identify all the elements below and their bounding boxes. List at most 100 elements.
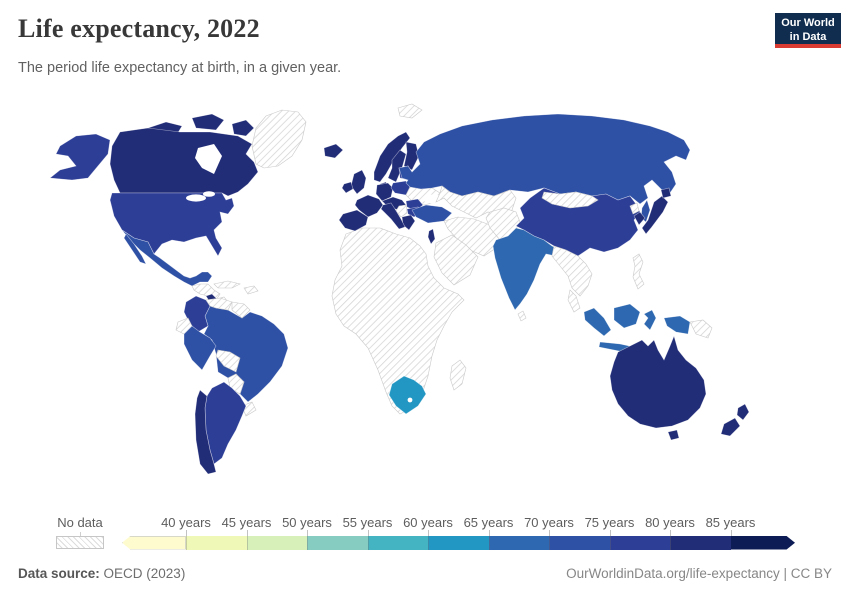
region-southeast-asia[interactable]	[551, 245, 593, 297]
region-sumatra[interactable]	[583, 307, 612, 337]
region-guyanas[interactable]	[231, 301, 251, 319]
owid-logo[interactable]: Our World in Data	[775, 13, 841, 48]
legend-bucket-55-60[interactable]	[367, 536, 428, 550]
region-france[interactable]	[354, 194, 384, 218]
legend-tick-mark	[428, 530, 429, 537]
region-mongolia[interactable]	[541, 191, 599, 209]
legend-tick-label: 80 years	[645, 515, 695, 530]
region-north-korea[interactable]	[629, 202, 640, 215]
region-new-zealand-north[interactable]	[736, 403, 750, 421]
legend-tick-label: 75 years	[584, 515, 635, 530]
region-africa[interactable]	[331, 227, 465, 415]
legend-bucket-50-55[interactable]	[307, 536, 368, 550]
region-sri-lanka[interactable]	[517, 310, 527, 322]
legend-tick-label: 40 years	[161, 515, 211, 530]
legend-tick-mark	[367, 530, 369, 537]
no-data-tick	[80, 532, 81, 537]
region-arabian-peninsula[interactable]	[433, 234, 479, 286]
legend-tick-mark	[307, 530, 308, 537]
region-mexico[interactable]	[121, 229, 213, 287]
region-italy[interactable]	[380, 202, 406, 230]
legend-bucket-45-50[interactable]	[246, 536, 307, 550]
legend-bucket-65-70[interactable]	[488, 536, 549, 550]
chart-subtitle: The period life expectancy at birth, in …	[18, 60, 342, 76]
data-source-value: OECD (2023)	[99, 566, 186, 581]
legend-tick-mark	[609, 530, 611, 537]
region-alaska[interactable]	[49, 133, 111, 181]
region-new-zealand-south[interactable]	[720, 417, 741, 437]
region-svalbard[interactable]	[397, 103, 423, 119]
legend-bucket-75-80[interactable]	[609, 536, 670, 550]
region-western-balkans[interactable]	[395, 204, 408, 218]
page-title: Life expectancy, 2022	[18, 14, 260, 43]
legend-bucket-70-75[interactable]	[549, 536, 610, 550]
data-source-label: Data source:	[18, 566, 100, 581]
region-papua-new-guinea[interactable]	[689, 319, 713, 339]
region-greece[interactable]	[401, 214, 416, 231]
region-madagascar[interactable]	[449, 359, 467, 391]
legend-bucket-lt40[interactable]	[122, 536, 186, 550]
legend-tick-label: 85 years	[705, 515, 756, 530]
region-argentina[interactable]	[204, 381, 247, 465]
region-turkey[interactable]	[411, 204, 453, 224]
region-sulawesi[interactable]	[643, 309, 657, 331]
lesotho-enclave	[407, 397, 413, 403]
world-choropleth-map	[49, 103, 750, 475]
region-malay-peninsula[interactable]	[567, 289, 581, 313]
legend-bucket-gt85[interactable]	[730, 536, 795, 550]
legend-bucket-80-85[interactable]	[670, 536, 731, 550]
region-iceland[interactable]	[323, 143, 344, 159]
region-borneo[interactable]	[613, 303, 641, 329]
region-canada[interactable]	[191, 113, 225, 131]
legend-tick-mark	[246, 530, 248, 537]
region-japan-hokkaido[interactable]	[660, 187, 672, 199]
no-data-swatch[interactable]	[56, 536, 104, 549]
great-lakes	[186, 194, 206, 202]
region-tasmania[interactable]	[667, 429, 680, 441]
region-iberia[interactable]	[338, 209, 369, 232]
region-south-africa[interactable]	[388, 375, 427, 415]
region-venezuela[interactable]	[205, 297, 233, 311]
owid-logo-line1: Our World	[781, 16, 835, 29]
legend-tick-label: 60 years	[403, 515, 453, 530]
legend-tick-label: 55 years	[342, 515, 393, 530]
region-baja-california[interactable]	[123, 233, 147, 265]
legend-tick-mark	[730, 530, 732, 537]
region-peru[interactable]	[183, 325, 217, 371]
region-finland[interactable]	[403, 141, 420, 171]
legend-bucket-60-65[interactable]	[428, 536, 489, 550]
region-united-kingdom[interactable]	[350, 169, 367, 195]
region-australia[interactable]	[609, 335, 707, 429]
legend-tick-label: 45 years	[221, 515, 272, 530]
legend-tick-mark	[549, 530, 550, 537]
legend-bucket-40-45[interactable]	[186, 536, 247, 550]
owid-logo-accent-bar	[775, 44, 841, 48]
legend-tick-label: 65 years	[463, 515, 514, 530]
legend-tick-mark	[488, 530, 490, 537]
footer-link[interactable]: OurWorldinData.org/life-expectancy | CC …	[566, 566, 832, 581]
data-source: Data source: OECD (2023)	[18, 566, 185, 581]
legend-tick-label: 70 years	[524, 515, 574, 530]
region-ireland[interactable]	[341, 181, 354, 194]
region-japan[interactable]	[641, 195, 669, 235]
legend-tick-label: 50 years	[282, 515, 332, 530]
region-israel[interactable]	[427, 228, 436, 245]
legend-color-bar	[122, 536, 795, 550]
region-bolivia[interactable]	[215, 349, 241, 373]
region-chile[interactable]	[194, 389, 217, 475]
region-germany[interactable]	[375, 182, 394, 202]
region-united-states[interactable]	[109, 192, 235, 257]
legend-ticks: 40 years 45 years 50 years 55 years 60 years…	[122, 513, 795, 543]
region-sweden[interactable]	[387, 149, 407, 183]
region-greenland[interactable]	[251, 109, 307, 169]
region-south-korea[interactable]	[633, 211, 646, 226]
region-india[interactable]	[492, 227, 561, 311]
region-canada[interactable]	[231, 119, 255, 137]
region-canada[interactable]	[109, 127, 259, 197]
map-legend: No data 40 years 45 years 50 years 55 years…	[0, 513, 850, 555]
region-philippines[interactable]	[632, 253, 645, 290]
region-hispaniola[interactable]	[243, 285, 259, 295]
region-west-papua[interactable]	[663, 315, 691, 335]
region-cuba[interactable]	[213, 280, 241, 289]
